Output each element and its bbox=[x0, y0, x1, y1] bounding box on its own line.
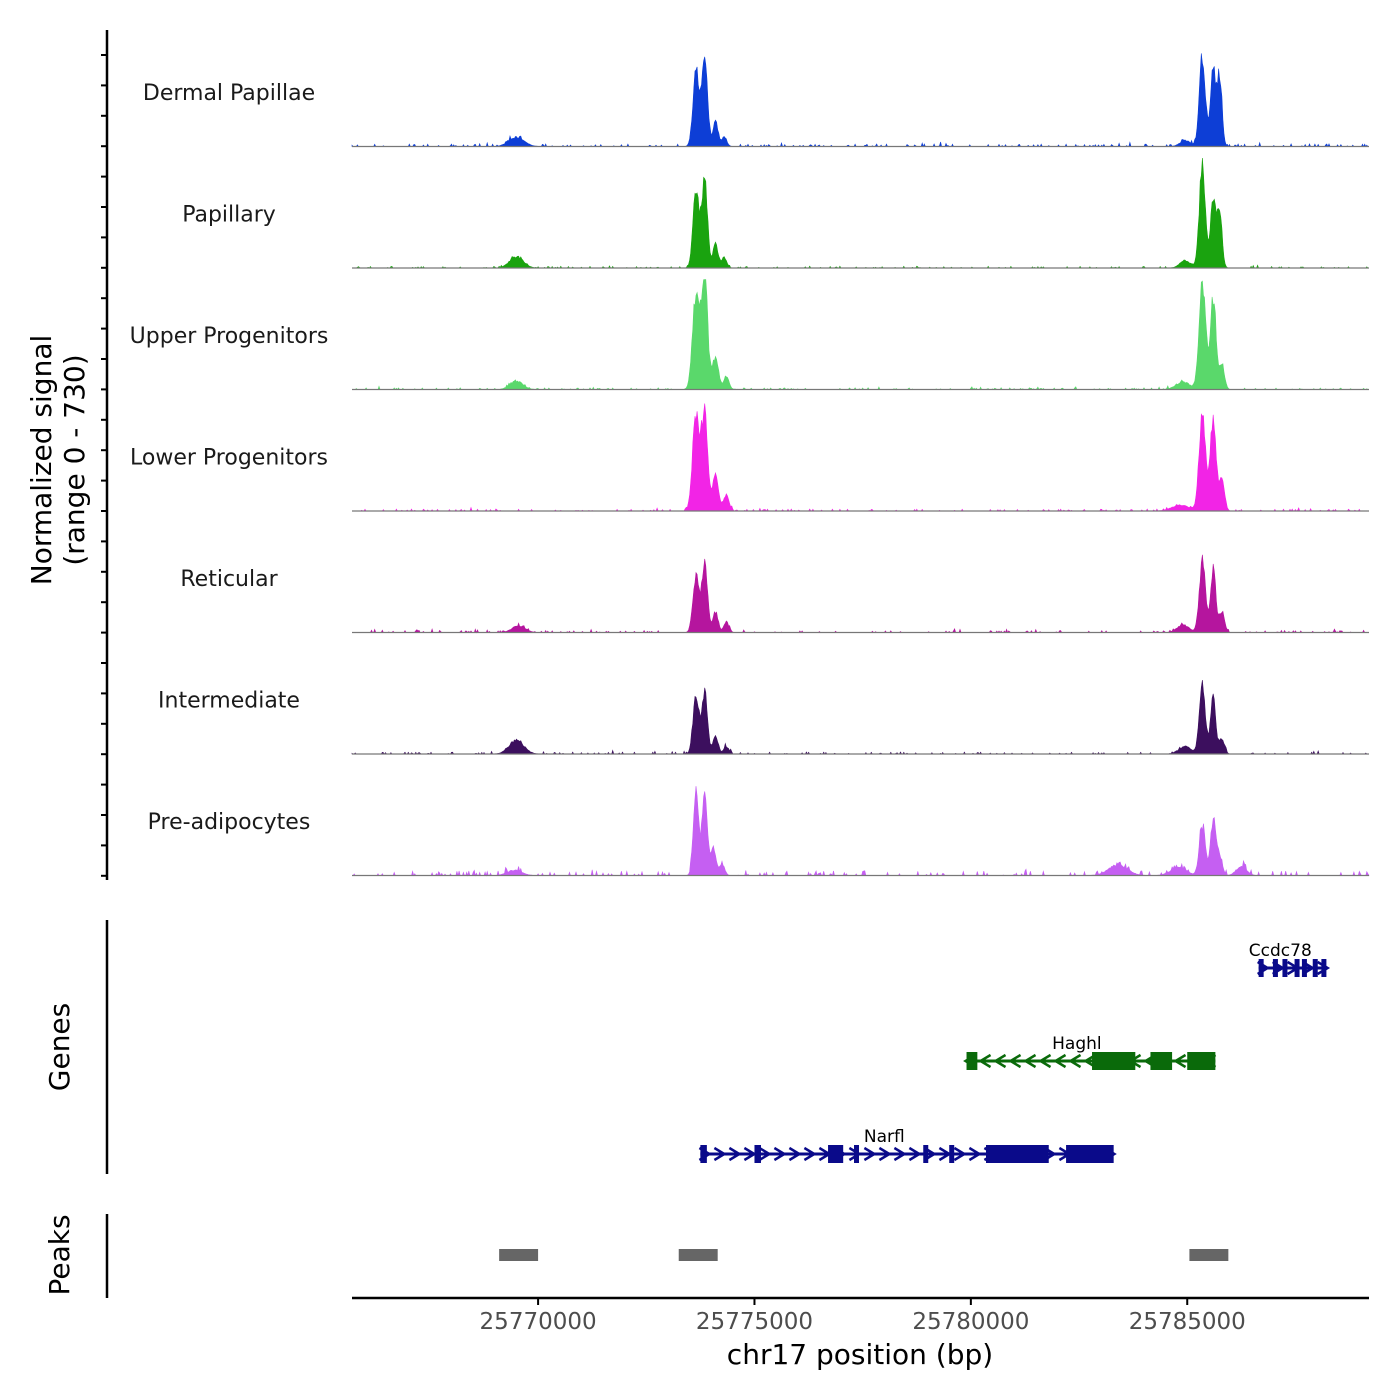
x-axis-title: chr17 position (bp) bbox=[727, 1338, 993, 1371]
gene-exon bbox=[986, 1145, 1049, 1163]
strand-chevron bbox=[1023, 1053, 1037, 1069]
gene-label: Haghl bbox=[1052, 1034, 1102, 1054]
strand-chevron bbox=[803, 1146, 817, 1162]
gene-label: Ccdc78 bbox=[1249, 941, 1312, 961]
track-label: Reticular bbox=[180, 567, 278, 592]
coverage-area bbox=[352, 279, 1369, 391]
genes-track-title: Genes bbox=[43, 1003, 76, 1091]
gene-exon bbox=[1272, 959, 1278, 977]
peak-region bbox=[1189, 1249, 1229, 1261]
gene: Haghl bbox=[963, 1034, 1217, 1070]
gene: Narfl bbox=[698, 1127, 1117, 1163]
coverage-track: Reticular bbox=[180, 554, 1369, 634]
gene-exon bbox=[1187, 1052, 1216, 1070]
coverage-track: Dermal Papillae bbox=[143, 53, 1369, 148]
strand-chevron bbox=[1173, 1053, 1187, 1069]
gene-exon bbox=[828, 1145, 844, 1163]
gene-exon bbox=[854, 1145, 860, 1163]
gene-exon bbox=[1258, 959, 1264, 977]
peak-track bbox=[499, 1249, 1229, 1261]
coverage-area bbox=[352, 554, 1369, 634]
coverage-tracks: Dermal Papillae Papillary Upper Progenitor… bbox=[130, 53, 1370, 877]
coverage-track: Lower Progenitors bbox=[130, 403, 1369, 512]
gene-label: Narfl bbox=[864, 1127, 905, 1147]
x-tick-label: 25780000 bbox=[912, 1309, 1029, 1335]
x-tick-label: 25775000 bbox=[696, 1309, 813, 1335]
strand-chevron bbox=[743, 1146, 757, 1162]
track-label: Lower Progenitors bbox=[130, 446, 328, 471]
track-label: Intermediate bbox=[158, 689, 300, 714]
peak-region bbox=[499, 1249, 539, 1261]
strand-chevron bbox=[863, 1146, 877, 1162]
x-axis-ticks: 25770000 25775000 25780000 25785000 bbox=[480, 1298, 1246, 1335]
gene-exon bbox=[1150, 1052, 1173, 1070]
strand-chevron bbox=[1053, 1053, 1067, 1069]
y-axis-title: Normalized signal (range 0 - 730) bbox=[25, 335, 91, 586]
gene-track: Ccdc78 Haghl Narfl bbox=[698, 941, 1331, 1163]
coverage-area bbox=[352, 786, 1370, 877]
coverage-area bbox=[351, 680, 1369, 755]
strand-chevron bbox=[968, 1146, 982, 1162]
strand-chevron bbox=[1008, 1053, 1022, 1069]
x-tick-label: 25770000 bbox=[480, 1309, 597, 1335]
gene-exon bbox=[1282, 959, 1288, 977]
y-axis-title-line2: (range 0 - 730) bbox=[58, 354, 91, 565]
strand-chevron bbox=[878, 1146, 892, 1162]
track-label: Pre-adipocytes bbox=[148, 810, 311, 835]
gene-exon bbox=[754, 1145, 761, 1163]
gene-exon bbox=[966, 1052, 978, 1070]
y-axis-title-line1: Normalized signal bbox=[25, 335, 58, 586]
strand-chevron bbox=[908, 1146, 922, 1162]
coverage-track: Upper Progenitors bbox=[130, 279, 1369, 391]
peaks-track-title: Peaks bbox=[43, 1214, 76, 1295]
strand-chevron bbox=[1068, 1053, 1082, 1069]
coverage-area bbox=[352, 157, 1369, 269]
strand-chevron bbox=[788, 1146, 802, 1162]
strand-chevron bbox=[848, 1146, 862, 1162]
gene-exon bbox=[1294, 959, 1300, 977]
coverage-area bbox=[351, 53, 1369, 148]
coverage-track: Papillary bbox=[182, 157, 1369, 269]
x-tick-label: 25785000 bbox=[1129, 1309, 1246, 1335]
strand-chevron bbox=[978, 1053, 992, 1069]
track-label: Papillary bbox=[182, 203, 276, 228]
gene-exon bbox=[949, 1145, 955, 1163]
gene-exon bbox=[1312, 959, 1318, 977]
gene-exon bbox=[1066, 1145, 1114, 1163]
coverage-track: Pre-adipocytes bbox=[148, 786, 1370, 877]
track-label: Dermal Papillae bbox=[143, 81, 315, 106]
strand-chevron bbox=[893, 1146, 907, 1162]
strand-chevron bbox=[758, 1146, 772, 1162]
coverage-track: Intermediate bbox=[158, 680, 1369, 755]
peak-region bbox=[678, 1249, 718, 1261]
strand-chevron bbox=[993, 1053, 1007, 1069]
gene: Ccdc78 bbox=[1249, 941, 1331, 977]
gene-exon bbox=[700, 1145, 707, 1163]
gene-exon bbox=[923, 1145, 929, 1163]
gene-exon bbox=[1301, 959, 1307, 977]
strand-chevron bbox=[1317, 960, 1331, 976]
strand-chevron bbox=[1038, 1053, 1052, 1069]
gene-exon bbox=[1321, 959, 1327, 977]
strand-chevron bbox=[953, 1146, 967, 1162]
gene-exon bbox=[1092, 1052, 1136, 1070]
strand-chevron bbox=[773, 1146, 787, 1162]
coverage-y-axis-ticks bbox=[101, 54, 107, 877]
track-label: Upper Progenitors bbox=[130, 324, 329, 349]
strand-chevron bbox=[713, 1146, 727, 1162]
strand-chevron bbox=[728, 1146, 742, 1162]
coverage-area bbox=[352, 403, 1369, 512]
